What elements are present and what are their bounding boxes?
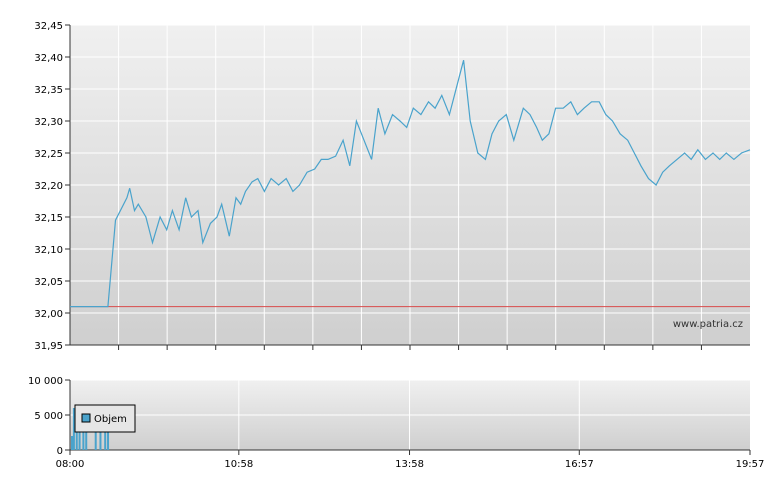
price-y-tick-label: 32,35 xyxy=(34,85,63,96)
price-y-tick-label: 32,05 xyxy=(34,277,63,288)
price-y-tick-label: 32,25 xyxy=(34,149,63,160)
volume-legend: Objem xyxy=(74,404,136,433)
price-y-tick-label: 32,30 xyxy=(34,117,63,128)
volume-y-tick-label: 0 xyxy=(57,446,63,457)
watermark: www.patria.cz xyxy=(673,319,743,330)
price-y-tick-label: 31,95 xyxy=(34,341,63,352)
volume-bar xyxy=(78,429,81,450)
volume-x-tick-label: 08:00 xyxy=(56,459,85,470)
price-y-tick-label: 32,40 xyxy=(34,53,63,64)
volume-bar xyxy=(71,436,73,450)
price-y-tick-label: 32,10 xyxy=(34,245,63,256)
legend-label: Objem xyxy=(94,414,127,425)
volume-x-tick-label: 10:58 xyxy=(224,459,253,470)
volume-x-tick-label: 13:58 xyxy=(395,459,424,470)
volume-bar xyxy=(85,432,88,450)
volume-bar xyxy=(75,422,78,450)
price-line xyxy=(70,60,751,308)
price-y-tick-label: 32,20 xyxy=(34,181,63,192)
price-y-tick-label: 32,15 xyxy=(34,213,63,224)
volume-bar xyxy=(99,425,102,450)
volume-panel: 10 000 5 000 0 08:00 10:58 13:58 16:57 19:57 Obj… xyxy=(28,376,764,470)
volume-y-tick-label: 10 000 xyxy=(28,376,63,387)
volume-x-tick-label: 16:57 xyxy=(565,459,594,470)
volume-y-tick-label: 5 000 xyxy=(34,411,63,422)
price-y-tick-label: 32,45 xyxy=(34,21,63,32)
price-y-tick-label: 32,00 xyxy=(34,309,63,320)
volume-bar xyxy=(107,418,110,450)
volume-bar xyxy=(72,408,75,450)
price-panel: 32,45 32,40 32,35 32,30 32,25 32,20 32,15 32,10… xyxy=(34,21,751,352)
volume-x-tick-label: 19:57 xyxy=(736,459,765,470)
legend-swatch xyxy=(81,413,91,423)
